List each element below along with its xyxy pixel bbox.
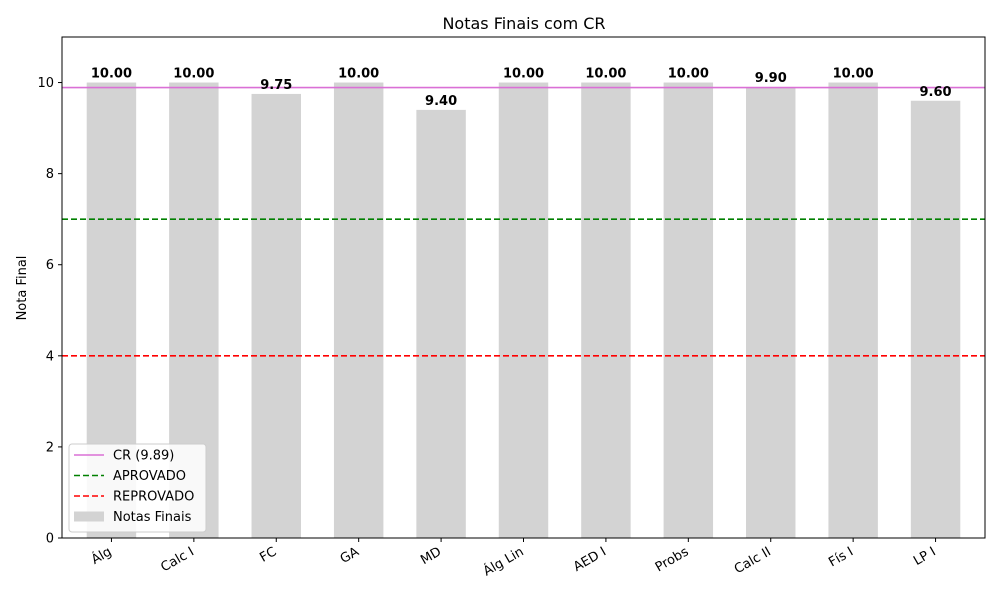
bar <box>581 82 631 538</box>
bar-value-label: 10.00 <box>338 67 379 82</box>
bar <box>416 109 466 538</box>
reference-lines-layer <box>62 86 985 357</box>
legend-label: REPROVADO <box>113 490 194 505</box>
y-axis-label: Nota Final <box>15 256 30 321</box>
bar-value-label: 10.00 <box>91 67 132 82</box>
legend-label: APROVADO <box>113 469 186 484</box>
legend: CR (9.89) APROVADO REPROVADO Notas Finais <box>68 443 207 533</box>
bar-value-label: 10.00 <box>833 67 874 82</box>
x-tick-label: Álg Lin <box>480 544 526 580</box>
x-tick-label: Probs <box>653 544 692 575</box>
bar <box>663 82 714 538</box>
y-tick-label: 10 <box>37 76 54 91</box>
legend-label: CR (9.89) <box>113 449 174 464</box>
bar-value-label: 9.75 <box>260 78 292 93</box>
chart-title: Notas Finais com CR <box>442 14 605 33</box>
x-tick-label: Fís I <box>826 544 856 570</box>
x-tick-label: Calc I <box>158 544 196 575</box>
bar-value-label: 10.00 <box>585 67 626 82</box>
y-tick-label: 4 <box>46 349 54 364</box>
x-tick-label: Álg <box>88 544 114 568</box>
bars-layer <box>86 82 961 538</box>
bar-value-label: 9.40 <box>425 94 457 109</box>
y-tick-label: 8 <box>46 167 54 182</box>
bar-value-label: 10.00 <box>503 67 544 82</box>
x-tick-label: GA <box>338 544 362 567</box>
value-labels-layer: 10.00 10.00 9.75 10.00 9.40 10.00 10.00 10.00 9.… <box>91 67 952 109</box>
x-tick-label: LP I <box>911 544 938 569</box>
bar-value-label: 10.00 <box>668 67 709 82</box>
bar-value-label: 9.90 <box>755 71 787 86</box>
legend-swatch <box>74 511 104 522</box>
x-tick-label: MD <box>418 544 444 568</box>
bar <box>333 82 384 538</box>
x-tick-label: Calc II <box>732 544 774 577</box>
bar-value-label: 10.00 <box>173 67 214 82</box>
bar-value-label: 9.60 <box>920 85 952 100</box>
bar <box>498 82 549 538</box>
legend-box <box>68 443 207 533</box>
bar <box>746 87 796 538</box>
x-tick-label: AED I <box>571 544 609 575</box>
x-tick-label: FC <box>257 544 279 565</box>
y-tick-label: 6 <box>46 258 54 273</box>
y-tick-label: 0 <box>46 532 54 547</box>
legend-label: Notas Finais <box>113 510 192 525</box>
bar <box>251 93 301 538</box>
bar <box>828 82 878 538</box>
bar <box>910 100 961 538</box>
y-tick-label: 2 <box>46 440 54 455</box>
